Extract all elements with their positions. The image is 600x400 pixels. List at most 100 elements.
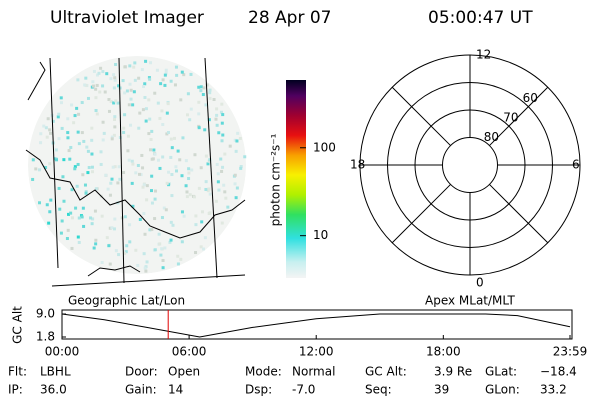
speckle	[238, 136, 242, 140]
speckle	[236, 131, 240, 135]
speckle	[180, 174, 184, 178]
polar-hour-label: 12	[476, 48, 491, 62]
speckle	[137, 172, 141, 176]
polar-ring	[442, 137, 498, 193]
polar-ring-label: 70	[503, 111, 518, 125]
speckle	[140, 68, 144, 72]
speckle	[160, 247, 164, 251]
polar-spoke	[489, 184, 549, 244]
speckle	[83, 83, 87, 87]
coast-line	[25, 61, 246, 239]
speckle	[148, 77, 152, 81]
speckle	[77, 240, 81, 244]
speckle	[149, 61, 153, 65]
speckle	[76, 130, 80, 134]
speckle	[153, 91, 157, 95]
speckle	[220, 221, 224, 225]
speckle	[208, 192, 212, 196]
speckle	[158, 166, 162, 170]
speckle	[239, 166, 243, 170]
speckle	[61, 175, 65, 179]
speckle	[185, 113, 189, 117]
altitude-line	[61, 313, 571, 338]
speckle	[187, 171, 191, 175]
speckle	[57, 186, 61, 190]
speckle	[117, 253, 121, 257]
speckle	[158, 242, 162, 246]
field-value: 33.2	[540, 383, 567, 397]
speckle	[131, 162, 135, 166]
speckle	[85, 145, 89, 149]
speckle	[129, 88, 133, 92]
speckle	[179, 98, 183, 102]
speckle	[197, 85, 201, 89]
polar-hour-label: 0	[476, 276, 484, 290]
speckle	[203, 128, 207, 132]
speckle	[31, 177, 35, 181]
speckle	[163, 246, 167, 250]
speckle	[207, 187, 211, 191]
speckle	[69, 145, 73, 149]
speckle	[42, 124, 46, 128]
speckle	[72, 121, 76, 125]
speckle	[154, 189, 158, 193]
speckle	[116, 181, 120, 185]
speckle	[161, 122, 165, 126]
polar-hour-label: 6	[572, 158, 580, 172]
speckle	[77, 142, 81, 146]
speckle	[38, 201, 42, 205]
speckle	[108, 262, 112, 266]
speckle	[188, 118, 192, 122]
speckle	[137, 126, 141, 130]
speckle	[95, 83, 99, 87]
field-value: LBHL	[40, 365, 71, 379]
speckle	[67, 149, 71, 153]
speckle	[131, 103, 135, 107]
speckle	[107, 109, 111, 113]
speckle	[215, 107, 219, 111]
speckle	[199, 245, 203, 249]
speckle	[94, 187, 98, 191]
speckle	[45, 135, 49, 139]
speckle	[34, 167, 38, 171]
field-value: 39	[434, 383, 449, 397]
speckle	[103, 90, 107, 94]
speckle	[152, 148, 156, 152]
speckle	[194, 251, 198, 255]
colorbar-tick-label: 100	[313, 140, 336, 154]
speckle	[65, 237, 69, 241]
speckle	[73, 165, 77, 169]
speckle	[187, 177, 191, 181]
speckle	[108, 226, 112, 230]
speckle	[59, 101, 63, 105]
speckle	[125, 89, 129, 93]
time: 05:00:47 UT	[428, 8, 533, 28]
speckle	[69, 211, 73, 215]
speckle	[147, 132, 151, 136]
speckle	[153, 217, 157, 221]
speckle	[150, 174, 154, 178]
speckle	[222, 183, 226, 187]
speckle	[139, 173, 143, 177]
speckle	[194, 223, 198, 227]
speckle	[73, 167, 77, 171]
speckle	[129, 123, 133, 127]
speckle	[143, 82, 147, 86]
field-value: Normal	[292, 365, 335, 379]
speckle	[181, 136, 185, 140]
speckle	[94, 238, 98, 242]
speckle	[220, 121, 224, 125]
speckle	[127, 158, 131, 162]
speckle	[144, 59, 148, 63]
speckle	[39, 132, 43, 136]
speckle	[90, 138, 94, 142]
speckle	[112, 101, 116, 105]
speckle	[219, 110, 223, 114]
speckle	[189, 72, 193, 76]
speckle	[39, 141, 43, 145]
speckle	[182, 214, 186, 218]
speckle	[142, 212, 146, 216]
field-label: Mode:	[245, 365, 282, 379]
speckle	[84, 76, 88, 80]
speckle	[153, 152, 157, 156]
